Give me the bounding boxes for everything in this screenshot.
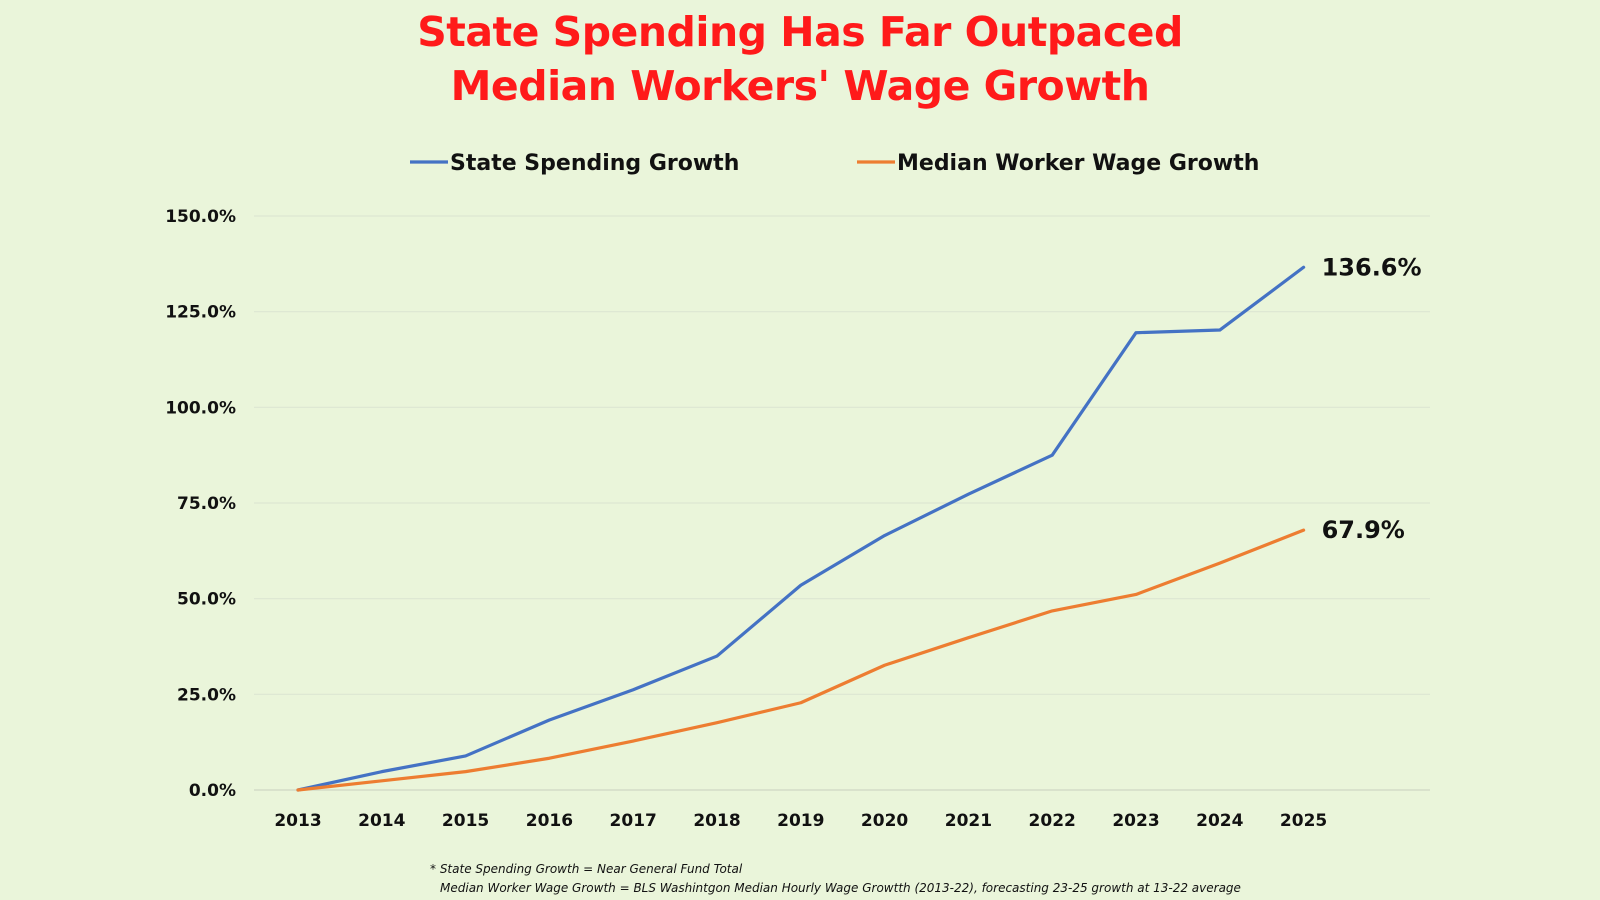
x-tick-label: 2025 [1280,811,1327,831]
x-tick-label: 2021 [945,811,992,831]
x-tick-label: 2023 [1112,811,1159,831]
y-tick-label: 100.0% [165,398,236,418]
x-tick-label: 2022 [1029,811,1076,831]
footnote-spending: * State Spending Growth = Near General F… [430,862,743,876]
y-tick-label: 125.0% [165,303,236,323]
series-line [296,528,1306,792]
footnote-wage: Median Worker Wage Growth = BLS Washintg… [440,881,1241,895]
y-tick-label: 75.0% [177,494,236,514]
line-chart: 0.0% 25.0% 50.0% 75.0% 100.0% 125.0% 150.0% 201… [165,151,1430,831]
x-tick-label: 2015 [442,811,489,831]
x-tick-label: 2020 [861,811,908,831]
series-line [296,265,1306,792]
x-tick-label: 2017 [610,811,657,831]
x-tick-label: 2018 [693,811,740,831]
y-tick-label: 0.0% [189,781,236,801]
x-tick-label: 2019 [777,811,824,831]
chart-title: State Spending Has Far Outpaced [417,8,1183,56]
x-tick-label: 2014 [358,811,405,831]
x-tick-label: 2024 [1196,811,1243,831]
x-tick-label: 2016 [526,811,573,831]
legend-label: State Spending Growth [450,151,739,176]
x-tick-label: 2013 [274,811,321,831]
legend-label: Median Worker Wage Growth [897,151,1259,176]
data-label: 67.9% [1322,516,1405,544]
y-tick-label: 50.0% [177,590,236,610]
data-label: 136.6% [1322,253,1422,281]
chart-subtitle: Median Workers' Wage Growth [450,62,1150,110]
y-tick-label: 25.0% [177,685,236,705]
y-tick-label: 150.0% [165,207,236,227]
